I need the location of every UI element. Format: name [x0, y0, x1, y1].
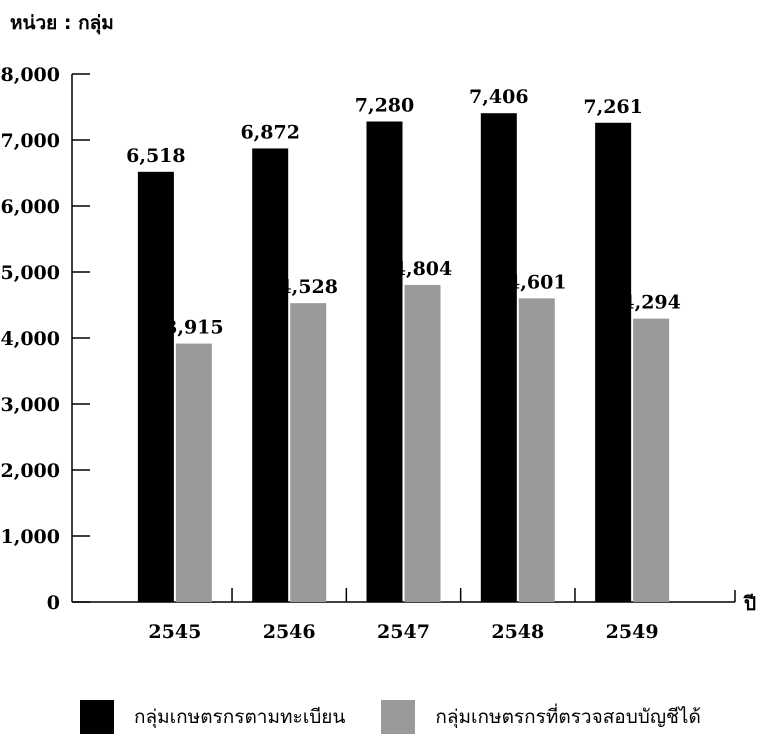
- y-tick-label: 6,000: [1, 196, 61, 218]
- x-tick-label: 2548: [491, 621, 544, 643]
- x-tick-label: 2549: [606, 621, 659, 643]
- legend-swatch-series2: [381, 700, 416, 734]
- data-label: 4,294: [621, 292, 681, 314]
- data-label: 3,915: [164, 317, 224, 339]
- bar-series1: [480, 113, 517, 602]
- data-label: 4,528: [278, 276, 338, 298]
- data-label: 7,261: [583, 96, 643, 118]
- y-tick-label: 8,000: [1, 64, 61, 86]
- legend-item-series1: กลุ่มเกษตรกรตามทะเบียน: [80, 700, 345, 734]
- bar-series2: [404, 284, 441, 602]
- legend-label-series2: กลุ่มเกษตรกรที่ตรวจสอบบัญชีได้: [435, 706, 701, 728]
- y-tick-label: 1,000: [1, 526, 61, 548]
- bar-series1: [595, 122, 632, 603]
- legend: กลุ่มเกษตรกรตามทะเบียน กลุ่มเกษตรกรที่ตร…: [80, 700, 737, 734]
- x-tick-label: 2546: [263, 621, 316, 643]
- x-tick-label: 2547: [377, 621, 430, 643]
- x-axis-unit: ปี: [743, 593, 756, 615]
- legend-label-series1: กลุ่มเกษตรกรตามทะเบียน: [134, 706, 346, 728]
- data-label: 4,601: [507, 271, 567, 293]
- bar-series2: [633, 318, 670, 602]
- data-label: 7,406: [469, 86, 529, 108]
- data-label: 6,518: [126, 145, 186, 167]
- bar-series2: [290, 303, 327, 602]
- bar-series2: [518, 298, 555, 602]
- data-label: 4,804: [393, 258, 453, 280]
- legend-item-series2: กลุ่มเกษตรกรที่ตรวจสอบบัญชีได้: [381, 700, 701, 734]
- bar-series1: [137, 171, 174, 602]
- y-tick-label: 7,000: [1, 130, 61, 152]
- data-label: 7,280: [355, 95, 415, 117]
- unit-label: หน่วย : กลุ่ม: [10, 12, 114, 34]
- y-tick-label: 4,000: [1, 328, 61, 350]
- data-label: 6,872: [240, 121, 300, 143]
- y-tick-label: 3,000: [1, 394, 61, 416]
- bar-series1: [366, 121, 403, 603]
- bar-chart: 0 1,000 2,000 3,000 4,000 5,000 6,000 7,000 8,00…: [1, 64, 757, 643]
- y-tick-label: 0: [47, 592, 60, 614]
- bar-series2: [175, 343, 212, 602]
- x-tick-label: 2545: [148, 621, 201, 643]
- legend-swatch-series1: [80, 700, 114, 734]
- y-tick-label: 2,000: [1, 460, 61, 482]
- bar-series1: [252, 148, 289, 602]
- y-tick-label: 5,000: [1, 262, 61, 284]
